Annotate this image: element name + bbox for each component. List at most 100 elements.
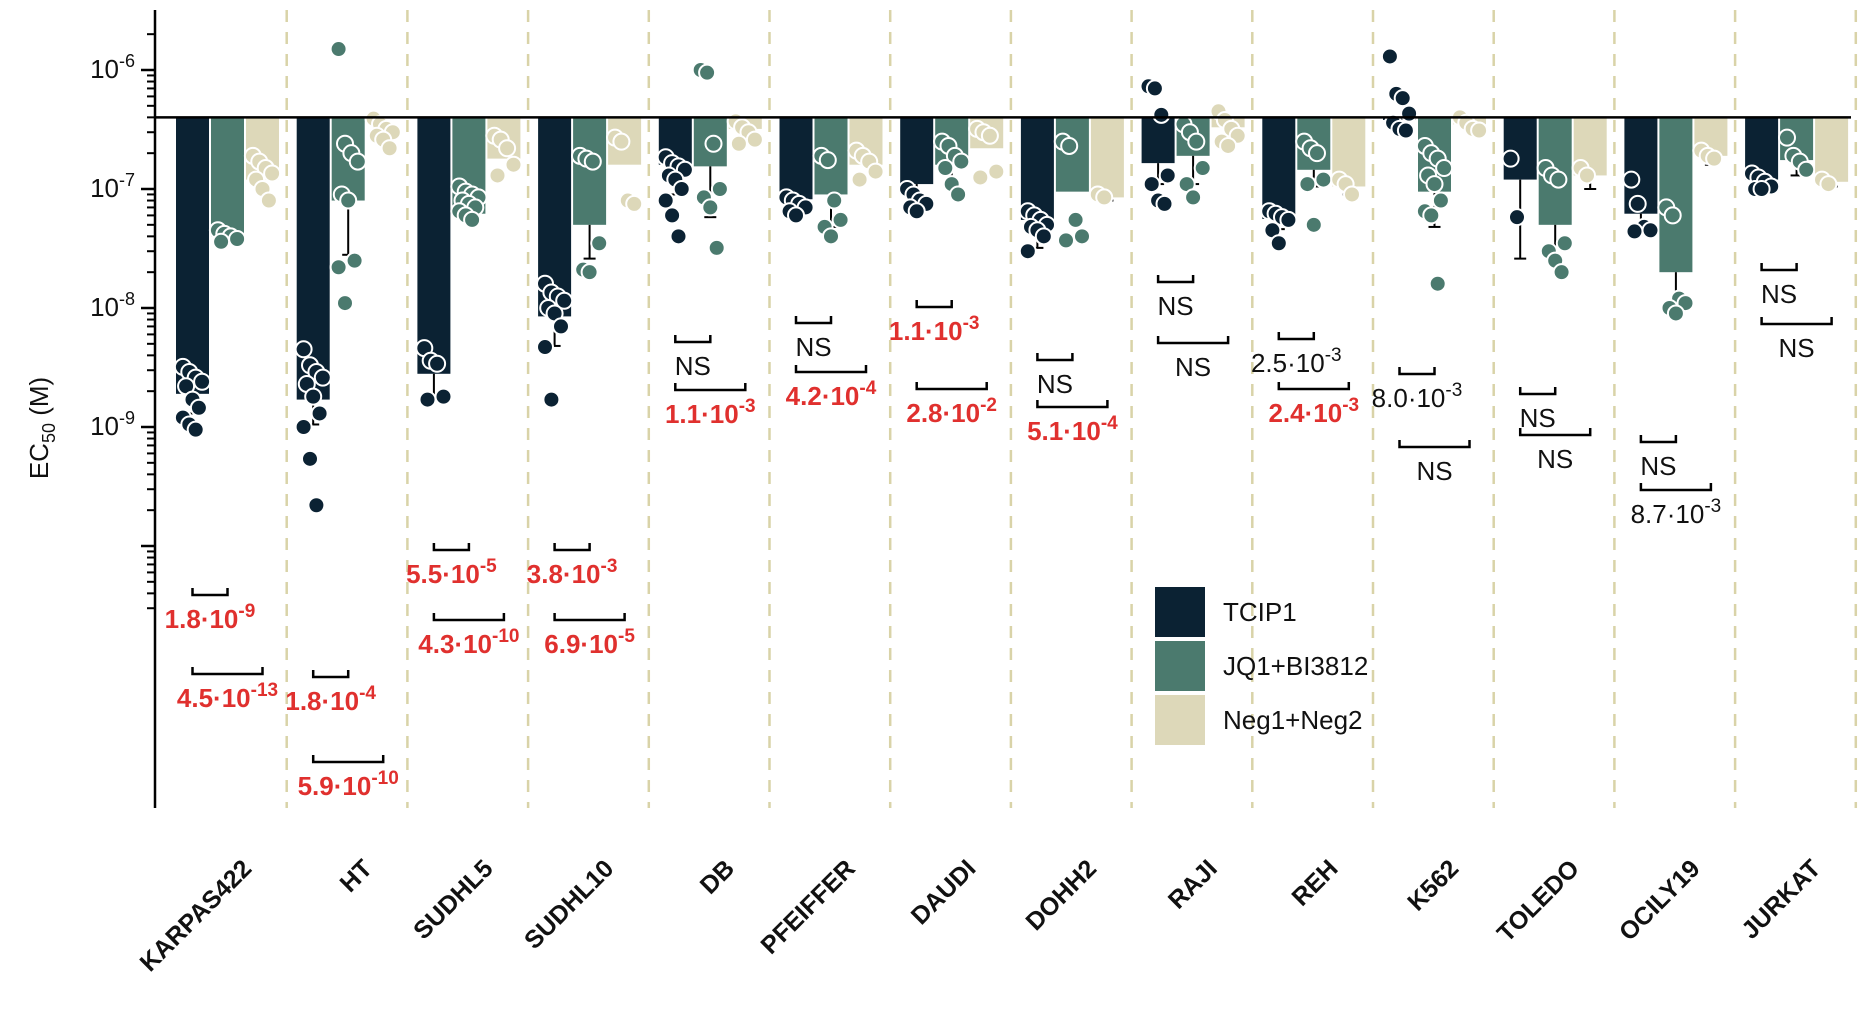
data-point [1422,206,1441,225]
significance-bracket [1639,483,1713,492]
data-point [294,340,313,359]
p-value-label: NS [1640,451,1676,481]
data-point [980,126,999,145]
data-point [745,130,764,149]
data-point [1625,222,1644,241]
data-point [498,139,517,158]
bar [1055,117,1089,192]
p-value-label: 5.1·10-4 [1027,413,1118,446]
data-point [1778,128,1796,147]
data-point [1314,170,1333,189]
data-point [1073,227,1091,246]
significance-bracket [432,613,506,622]
significance-bracket [1518,428,1592,437]
data-point [212,232,231,251]
data-point [1184,188,1203,207]
p-value-label: 8.7·10-3 [1631,496,1722,529]
data-point [1666,304,1685,323]
data-point [1622,170,1641,189]
category-label: DOHH2 [1020,854,1102,936]
data-point [1018,242,1037,261]
significance-bracket [1760,263,1798,272]
data-point [1158,166,1177,185]
data-point [656,191,675,210]
annotation-group: 2.5·10-3 2.4·10-3 [1251,332,1359,428]
y-tick-label: 10-6 [90,51,135,84]
data-point [345,251,364,270]
data-point [672,180,691,198]
data-point [418,390,437,409]
legend-label-neg1-neg2: Neg1+Neg2 [1223,705,1363,735]
series-2 [243,102,1849,213]
y-tick-label: 10-7 [90,170,135,203]
significance-bracket [1760,317,1833,326]
data-point [1269,234,1288,253]
data-point [1752,180,1771,198]
data-point [310,404,329,423]
bar [1090,117,1124,198]
data-point [1470,121,1489,140]
p-value-label: 2.8·10-2 [906,395,997,428]
category-label: SUDHL10 [519,854,619,954]
significance-bracket [915,382,988,391]
significance-bracket [674,335,712,344]
bar [779,117,813,200]
data-point [850,170,869,189]
legend-label-jq1-bi3812: JQ1+BI3812 [1223,651,1368,681]
data-point [336,294,354,313]
data-point [1304,215,1323,234]
data-point [1501,149,1520,168]
data-point [259,191,278,210]
data-point [1308,144,1326,163]
significance-bracket [1639,435,1678,444]
category-label: HT [335,854,378,897]
data-point [186,420,205,439]
data-point [555,291,574,310]
category-label: K562 [1402,854,1464,916]
bar [1503,117,1537,180]
data-point [580,263,599,282]
category-label: RAJI [1163,854,1223,914]
significance-bracket [1398,367,1436,376]
category-label: REH [1286,854,1343,911]
data-point [1155,194,1174,213]
p-value-label: NS [1175,352,1211,382]
p-value-label: 1.8·10-4 [285,683,376,716]
data-point [294,418,313,436]
p-value-label: NS [1520,403,1556,433]
p-value-label: NS [795,332,831,362]
p-value-label: NS [1037,369,1073,399]
annotation-group: NS 8.7·10-3 [1631,435,1722,529]
significance-bracket [1036,400,1109,409]
bar [417,117,451,374]
y-axis-label-unit: (M) [24,377,54,423]
significance-bracket [1156,336,1230,345]
data-point [1193,159,1212,178]
p-value-label: NS [1779,333,1815,363]
category-label: DAUDI [906,854,982,930]
data-point [831,210,850,229]
data-point [463,210,482,229]
p-value-label: 5.5·10-5 [406,556,497,589]
p-value-label: 1.1·10-3 [889,313,980,346]
data-point [1428,274,1447,293]
category-label: DB [695,854,740,899]
legend-swatch-jq1-bi3812 [1155,641,1205,691]
p-value-label: NS [1158,291,1194,321]
p-value-label: 5.9·10-10 [298,768,399,801]
data-point [1396,121,1415,140]
data-point [701,198,720,217]
data-point [329,258,348,277]
y-axis: 10-6 10-7 10-8 10-9 [90,10,1851,808]
data-point [1380,47,1399,66]
annotation-group: 1.1·10-3 2.8·10-2 [889,300,997,428]
data-point [590,234,609,253]
data-point [1060,136,1079,155]
series-layer [173,40,1849,515]
data-point [1508,208,1526,227]
significance-bracket [553,613,626,622]
series-1 [208,40,1816,323]
data-point [1034,227,1053,246]
significance-bracket [191,667,264,676]
